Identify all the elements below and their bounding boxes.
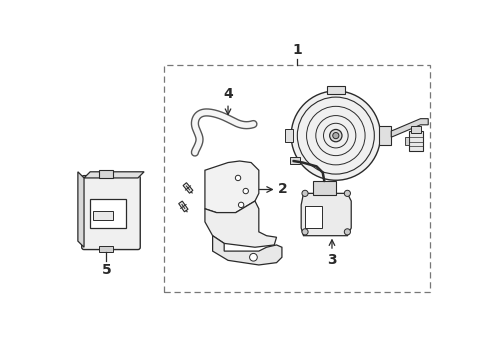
Bar (290, 157, 300, 164)
Bar (285, 130, 293, 142)
Bar (411, 126, 421, 132)
Bar (327, 86, 345, 94)
Bar (90, 199, 125, 228)
Circle shape (249, 253, 257, 261)
Bar (379, 126, 391, 145)
Text: 5: 5 (101, 263, 111, 276)
Bar (305, 206, 322, 228)
Circle shape (344, 190, 350, 197)
Bar (164, 65, 430, 292)
Polygon shape (301, 193, 351, 236)
Bar (409, 131, 423, 151)
Bar (99, 246, 113, 252)
Bar (405, 137, 409, 145)
Circle shape (330, 130, 342, 142)
Bar (93, 211, 113, 220)
Polygon shape (84, 172, 144, 178)
Polygon shape (183, 183, 193, 193)
Text: 2: 2 (278, 183, 288, 197)
Text: 4: 4 (223, 87, 233, 101)
Bar (313, 181, 336, 195)
Bar (99, 170, 113, 178)
Circle shape (239, 202, 244, 208)
Circle shape (333, 132, 339, 139)
FancyBboxPatch shape (82, 176, 140, 249)
Polygon shape (392, 119, 428, 137)
Polygon shape (78, 172, 84, 247)
Circle shape (243, 188, 248, 194)
Circle shape (291, 91, 381, 180)
Text: 3: 3 (327, 253, 337, 267)
Polygon shape (213, 236, 282, 265)
Text: 1: 1 (292, 43, 302, 57)
Circle shape (235, 175, 241, 181)
Circle shape (302, 229, 308, 235)
Polygon shape (205, 161, 259, 213)
Circle shape (344, 229, 350, 235)
Circle shape (302, 190, 308, 197)
Polygon shape (179, 201, 188, 212)
Polygon shape (205, 201, 276, 247)
